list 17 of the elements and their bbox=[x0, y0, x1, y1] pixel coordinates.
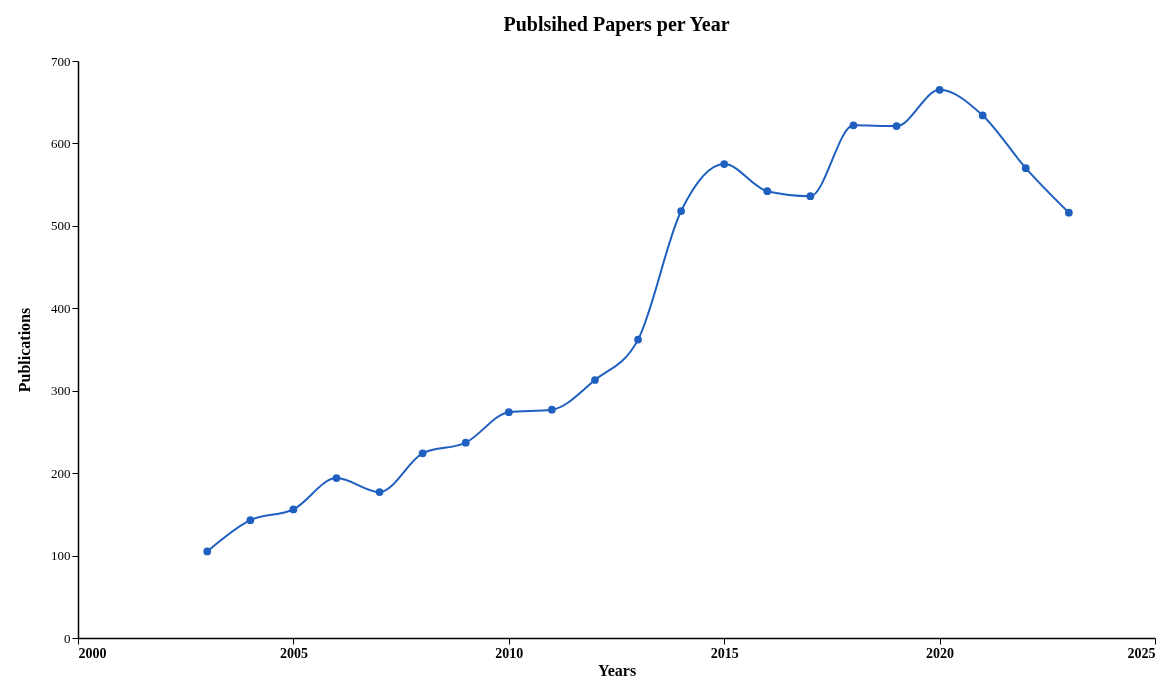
x-tick-label: 2020 bbox=[926, 645, 955, 661]
x-axis-title: Years bbox=[597, 661, 637, 679]
y-tick-label: 700 bbox=[51, 53, 71, 69]
y-tick-label: 200 bbox=[51, 465, 71, 481]
y-tick-label: 100 bbox=[51, 548, 71, 564]
x-tick-label: 2015 bbox=[710, 645, 739, 661]
chart-title: Publsihed Papers per Year bbox=[503, 13, 730, 36]
x-tick-label: 2010 bbox=[495, 645, 524, 661]
x-tick-label: 2000 bbox=[78, 645, 107, 661]
y-tick-label: 400 bbox=[51, 300, 71, 316]
x-tick-label: 2005 bbox=[279, 645, 308, 661]
y-tick-label: 600 bbox=[51, 135, 71, 151]
y-tick-label: 500 bbox=[51, 218, 71, 234]
x-tick-label: 2025 bbox=[1127, 645, 1156, 661]
y-tick-label: 300 bbox=[51, 383, 71, 399]
y-axis-title: Publications bbox=[16, 307, 33, 393]
y-tick-label: 0 bbox=[64, 630, 71, 646]
